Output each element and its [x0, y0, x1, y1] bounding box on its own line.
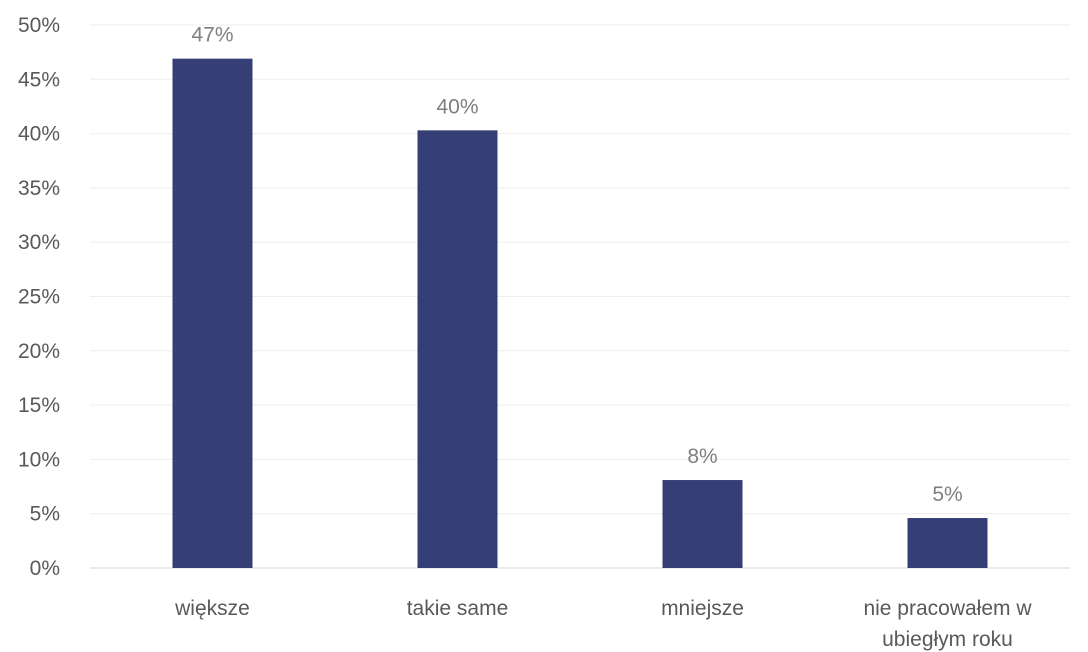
y-tick-label: 25%: [18, 286, 60, 309]
category-label: takie same: [407, 597, 509, 620]
data-label: 40%: [436, 95, 478, 118]
data-label: 8%: [687, 445, 717, 468]
y-tick-label: 15%: [18, 394, 60, 417]
gridlines: [90, 24, 1070, 515]
bar: [417, 130, 498, 569]
y-axis-ticks: 0% 5% 10% 15% 20% 25% 30% 35% 40% 45% 50%: [18, 14, 60, 580]
bar: [907, 518, 988, 568]
category-label: mniejsze: [661, 597, 744, 620]
y-tick-label: 35%: [18, 177, 60, 200]
y-tick-label: 40%: [18, 123, 60, 146]
y-tick-label: 30%: [18, 231, 60, 254]
category-label: nie pracowałem w ubiegłym roku: [863, 597, 1032, 651]
bars: [172, 58, 988, 569]
data-labels: 47% 40% 8% 5%: [191, 24, 962, 506]
y-tick-label: 20%: [18, 340, 60, 363]
bar: [662, 480, 743, 568]
y-tick-label: 50%: [18, 14, 60, 37]
category-labels: większe takie same mniejsze nie pracowałem …: [174, 597, 1032, 651]
bar: [172, 58, 253, 568]
y-tick-label: 45%: [18, 68, 60, 91]
category-label: większe: [174, 597, 250, 620]
data-label: 47%: [191, 24, 233, 47]
data-label: 5%: [932, 483, 962, 506]
y-tick-label: 10%: [18, 448, 60, 471]
y-tick-label: 0%: [30, 557, 60, 580]
y-tick-label: 5%: [30, 503, 60, 526]
